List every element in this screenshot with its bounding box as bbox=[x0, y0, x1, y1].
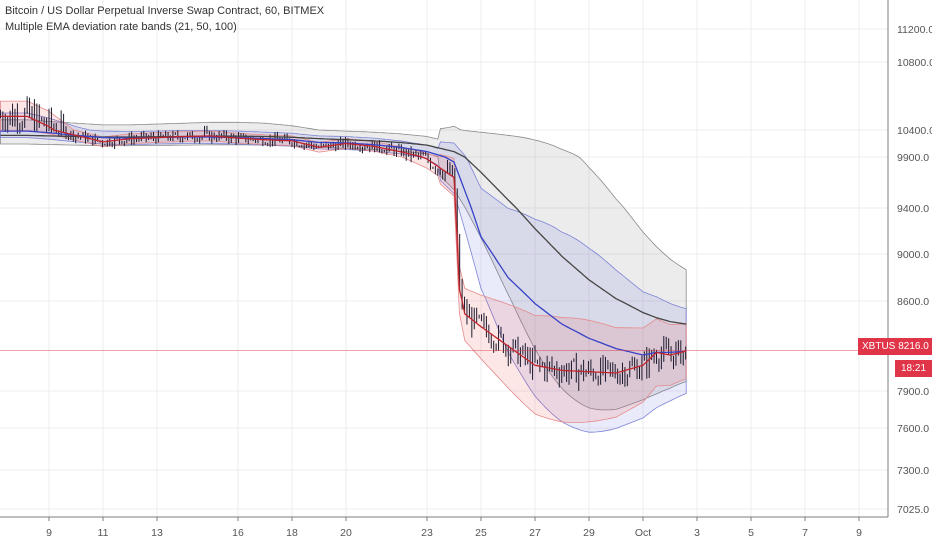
x-tick-label: 9 bbox=[856, 527, 862, 539]
symbol-label: XBTUSD bbox=[858, 338, 907, 355]
y-tick-label: 7025.0 bbox=[897, 504, 929, 516]
y-tick-label: 10800.0 bbox=[897, 57, 932, 69]
x-tick-label: 18 bbox=[286, 527, 298, 539]
ema-lines bbox=[0, 115, 687, 374]
x-tick-label: 20 bbox=[340, 527, 352, 539]
y-tick-label: 9400.0 bbox=[897, 203, 929, 215]
x-tick-label: 7 bbox=[802, 527, 808, 539]
ema-21-line bbox=[0, 115, 687, 374]
deviation-bands bbox=[0, 100, 687, 433]
x-tick-label: 11 bbox=[98, 527, 109, 539]
x-tick-label: 23 bbox=[421, 527, 433, 539]
fast-ema-band bbox=[0, 100, 687, 423]
y-tick-label: 8600.0 bbox=[897, 296, 929, 308]
y-tick-label: 9000.0 bbox=[897, 249, 929, 261]
x-tick-label: 29 bbox=[583, 527, 595, 539]
bar-countdown-label: 18:21 bbox=[895, 360, 932, 377]
y-tick-label: 7900.0 bbox=[897, 386, 929, 398]
grid bbox=[0, 0, 888, 517]
x-tick-label: 5 bbox=[748, 527, 754, 539]
x-tick-label: 9 bbox=[46, 527, 52, 539]
x-tick-label: 3 bbox=[694, 527, 700, 539]
last-price-label: 8216.0 bbox=[895, 338, 932, 355]
indicator-legend[interactable]: Multiple EMA deviation rate bands (21, 5… bbox=[5, 21, 237, 33]
ema-50-line bbox=[0, 130, 687, 356]
y-tick-label: 10400.0 bbox=[897, 125, 932, 137]
x-tick-label: Oct bbox=[635, 527, 651, 539]
x-tick-label: 16 bbox=[232, 527, 244, 539]
ema-100-line bbox=[0, 134, 687, 325]
x-tick-label: 13 bbox=[151, 527, 163, 539]
x-tick-label: 25 bbox=[475, 527, 487, 539]
y-tick-label: 7600.0 bbox=[897, 423, 929, 435]
y-tick-label: 9900.0 bbox=[897, 152, 929, 164]
y-tick-label: 7300.0 bbox=[897, 465, 929, 477]
y-tick-label: 11200.0 bbox=[897, 24, 932, 36]
x-tick-label: 27 bbox=[529, 527, 541, 539]
chart-title: Bitcoin / US Dollar Perpetual Inverse Sw… bbox=[5, 5, 325, 17]
mid-ema-band bbox=[0, 112, 687, 433]
